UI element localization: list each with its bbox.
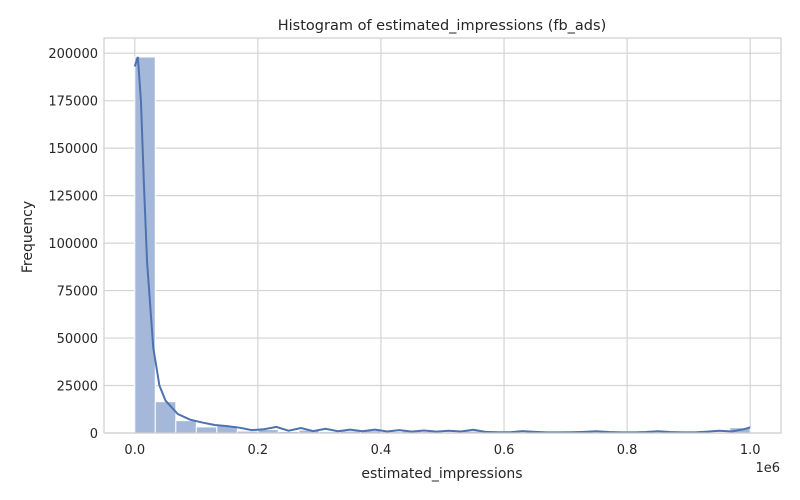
plot-frame <box>103 37 782 434</box>
y-tick-label: 150000 <box>48 142 98 157</box>
y-tick-label: 125000 <box>48 190 98 205</box>
x-tick-label: 0.8 <box>617 443 638 458</box>
y-tick-label: 100000 <box>48 237 98 252</box>
chart-title: Histogram of estimated_impressions (fb_a… <box>278 18 606 34</box>
histogram-bar <box>134 56 156 434</box>
x-axis-scale-note: 1e6 <box>755 461 780 476</box>
y-tick-label: 175000 <box>48 95 98 110</box>
y-axis-label: Frequency <box>20 201 36 273</box>
x-tick-label: 0.6 <box>494 443 515 458</box>
histogram-bars <box>134 56 751 434</box>
kde-curve <box>133 56 751 434</box>
y-tick-labels: 0 25000 50000 75000 100000 125000 150000 175000… <box>48 47 98 442</box>
x-tick-labels: 0.0 0.2 0.4 0.6 0.8 1.0 <box>124 443 760 458</box>
y-tick-label: 75000 <box>57 285 98 300</box>
x-tick-label: 0.2 <box>248 443 269 458</box>
x-tick-label: 1.0 <box>740 443 761 458</box>
x-tick-label: 0.4 <box>371 443 392 458</box>
grid-lines <box>104 38 781 434</box>
y-tick-label: 0 <box>90 427 98 442</box>
y-tick-label: 25000 <box>57 380 98 395</box>
x-axis-label: estimated_impressions <box>361 466 522 482</box>
y-tick-label: 200000 <box>48 47 98 62</box>
y-tick-label: 50000 <box>57 332 98 347</box>
x-tick-label: 0.0 <box>124 443 145 458</box>
histogram-bar <box>195 426 218 434</box>
histogram-bar <box>154 401 177 434</box>
histogram-bar <box>175 420 197 434</box>
